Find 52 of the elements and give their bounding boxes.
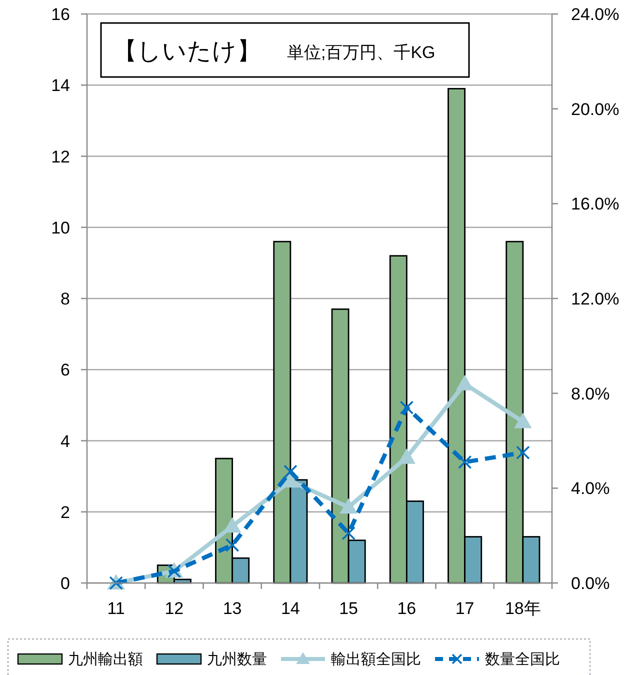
bar [348,540,366,584]
point [400,400,414,414]
point [224,518,241,533]
text: 単位;百万円、千KG [287,43,436,62]
x-tick-label: 15 [339,599,358,618]
y2-tick-label: 8.0% [571,384,610,404]
bar [273,240,292,584]
point [282,472,299,488]
x-tick-label: 14 [280,599,300,618]
y-tick-label: 6 [60,360,70,380]
y-tick-label: 16 [51,5,70,24]
x-tick-label: 17 [455,599,474,618]
y2-tick-label: 4.0% [571,479,610,498]
y2-tick-label: 16.0% [571,194,620,214]
x-tick-label: 16 [397,599,416,618]
bar [290,479,308,584]
bar [464,536,482,584]
y-tick-label: 14 [51,76,70,96]
point [342,526,356,540]
bar [448,88,466,584]
y2-tick-label: 20.0% [571,100,620,119]
legend-label: 九州数量 [207,651,267,668]
y2-tick-label: 24.0% [571,5,620,24]
x-tick-label: 18年 [504,599,541,618]
y2-tick-label: 12.0% [571,290,620,308]
point [398,448,416,464]
y2-tick-label: 0.0% [571,574,610,593]
bar [522,536,540,584]
point [514,413,532,428]
y-tick-label: 0 [60,574,70,593]
y-tick-label: 12 [51,147,70,166]
point [284,464,298,478]
point [516,446,530,460]
x-tick-label: 13 [222,599,242,618]
legend-label: 九州輸出額 [68,651,143,668]
point [340,498,358,514]
bar [506,240,524,584]
legend-label: 数量全国比 [485,651,560,668]
y-tick-label: 4 [60,432,70,451]
bar [232,557,250,584]
y-tick-label: 2 [60,502,70,522]
x-tick-label: 12 [164,599,184,618]
y-tick-label: 8 [60,290,70,308]
bar [406,500,424,584]
point [458,455,472,469]
legend-label: 輸出額全国比 [331,651,421,668]
bar [389,255,408,584]
y-tick-label: 10 [51,218,70,238]
point [225,538,240,552]
x-tick-label: 11 [107,599,125,618]
bar [331,308,350,584]
text: 【しいたけ】 [113,38,261,65]
